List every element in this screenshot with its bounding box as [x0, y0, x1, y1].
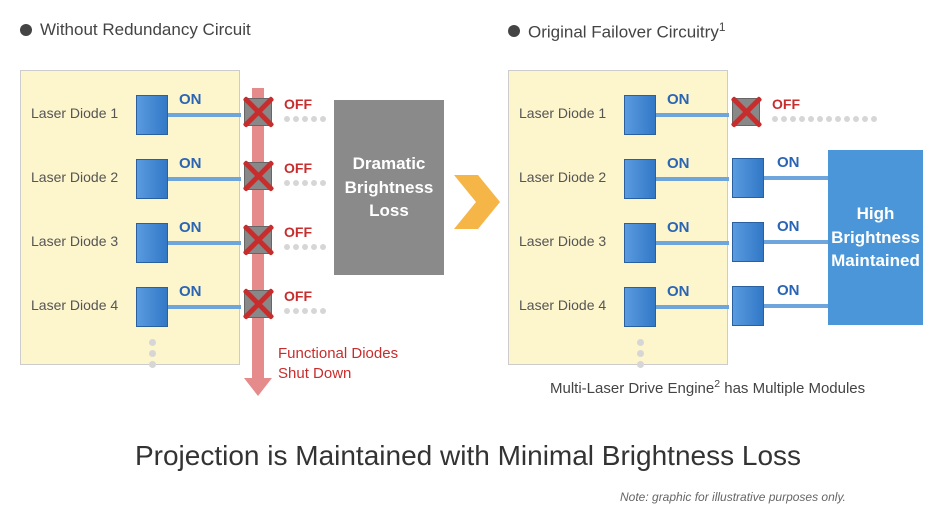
off-label: OFF: [284, 224, 312, 240]
block-line: Loss: [334, 199, 444, 223]
trace: [764, 304, 828, 308]
block-line: Dramatic: [334, 152, 444, 176]
module-box: [244, 98, 272, 126]
diode-label: Laser Diode 4: [31, 297, 118, 313]
diode-row: Laser Diode 2 ON: [21, 155, 239, 205]
arrow-down-icon: [244, 378, 272, 396]
diode-label: Laser Diode 2: [519, 169, 606, 185]
on-label: ON: [179, 283, 202, 300]
vdots-icon: [637, 339, 644, 368]
main-caption: Projection is Maintained with Minimal Br…: [0, 440, 936, 472]
red-note: Functional Diodes Shut Down: [278, 344, 398, 383]
heading-right: Original Failover Circuitry1: [508, 20, 725, 43]
off-label: OFF: [284, 288, 312, 304]
heading-left-text: Without Redundancy Circuit: [40, 20, 251, 40]
off-label: OFF: [284, 160, 312, 176]
trace: [656, 241, 729, 245]
diode-row: Laser Diode 3 ON: [509, 219, 727, 269]
diode-label: Laser Diode 1: [31, 105, 118, 121]
module-box: [244, 226, 272, 254]
diode-row: Laser Diode 4 ON: [21, 283, 239, 333]
diode-box: [732, 158, 764, 198]
trace: [656, 113, 729, 117]
diode-box: [136, 95, 168, 135]
vdots-icon: [149, 339, 156, 368]
diode-row: Laser Diode 3 ON: [21, 219, 239, 269]
block-line: High: [828, 202, 923, 226]
diode-box: [624, 223, 656, 263]
diode-box: [136, 223, 168, 263]
trace: [168, 241, 241, 245]
dots-icon: [284, 180, 326, 186]
on-label: ON: [777, 154, 800, 171]
trace: [168, 177, 241, 181]
dots-icon: [284, 116, 326, 122]
on-label: ON: [777, 282, 800, 299]
dots-icon: [284, 308, 326, 314]
bullet-icon: [20, 24, 32, 36]
on-label: ON: [179, 155, 202, 172]
trace: [656, 177, 729, 181]
heading-right-text: Original Failover Circuitry1: [528, 20, 725, 43]
trace: [656, 305, 729, 309]
dots-icon: [772, 116, 877, 122]
bullet-icon: [508, 25, 520, 37]
sub-note: Multi-Laser Drive Engine2 has Multiple M…: [550, 378, 865, 397]
left-panel: Laser Diode 1 ON Laser Diode 2 ON Laser …: [20, 70, 240, 365]
diode-box: [136, 159, 168, 199]
trace: [764, 240, 828, 244]
right-panel: Laser Diode 1 ON Laser Diode 2 ON Laser …: [508, 70, 728, 365]
on-label: ON: [667, 91, 690, 108]
diode-row: Laser Diode 2 ON: [509, 155, 727, 205]
module-box: [244, 162, 272, 190]
diode-box: [732, 222, 764, 262]
heading-left: Without Redundancy Circuit: [20, 20, 251, 40]
diode-label: Laser Diode 3: [519, 233, 606, 249]
on-label: ON: [179, 91, 202, 108]
diode-label: Laser Diode 3: [31, 233, 118, 249]
diode-label: Laser Diode 2: [31, 169, 118, 185]
on-label: ON: [667, 219, 690, 236]
on-label: ON: [667, 283, 690, 300]
trace: [764, 176, 828, 180]
diode-box: [732, 286, 764, 326]
diode-box: [136, 287, 168, 327]
result-block-right: High Brightness Maintained: [828, 150, 923, 325]
diode-row: Laser Diode 1 ON: [509, 91, 727, 141]
transition-arrow-icon: [454, 175, 500, 229]
footnote: Note: graphic for illustrative purposes …: [620, 490, 846, 504]
on-label: ON: [777, 218, 800, 235]
off-label: OFF: [772, 96, 800, 112]
diode-box: [624, 287, 656, 327]
dots-icon: [284, 244, 326, 250]
block-line: Brightness: [334, 176, 444, 200]
diode-box: [624, 95, 656, 135]
block-line: Maintained: [828, 249, 923, 273]
trace: [168, 113, 241, 117]
diode-label: Laser Diode 1: [519, 105, 606, 121]
block-line: Brightness: [828, 226, 923, 250]
off-label: OFF: [284, 96, 312, 112]
diode-row: Laser Diode 1 ON: [21, 91, 239, 141]
on-label: ON: [179, 219, 202, 236]
on-label: ON: [667, 155, 690, 172]
diode-box: [624, 159, 656, 199]
diode-label: Laser Diode 4: [519, 297, 606, 313]
diode-row: Laser Diode 4 ON: [509, 283, 727, 333]
module-box: [244, 290, 272, 318]
result-block-left: Dramatic Brightness Loss: [334, 100, 444, 275]
trace: [168, 305, 241, 309]
module-box: [732, 98, 760, 126]
